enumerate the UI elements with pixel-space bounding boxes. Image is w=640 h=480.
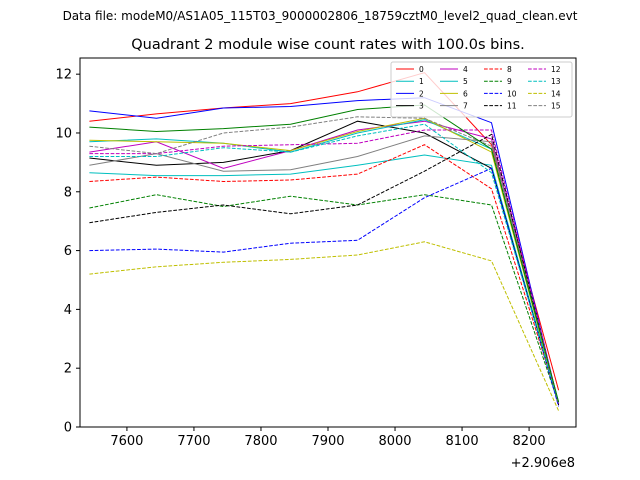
series-line-1: [89, 154, 560, 404]
series-line-5: [89, 119, 560, 403]
y-tick-label: 10: [55, 126, 72, 141]
y-tick-label: 8: [64, 185, 72, 200]
y-tick-label: 12: [55, 68, 72, 83]
legend-label-3: 3: [419, 102, 424, 111]
legend-label-2: 2: [419, 89, 424, 98]
series-line-3: [89, 120, 560, 406]
series-line-extra-16: [89, 104, 560, 403]
legend-label-10: 10: [507, 89, 517, 98]
legend-label-8: 8: [507, 65, 512, 74]
x-tick-label: 7600: [110, 434, 143, 449]
chart-title: Quadrant 2 module wise count rates with …: [131, 37, 525, 53]
legend-label-7: 7: [463, 102, 468, 111]
y-tick-label: 0: [64, 421, 72, 436]
legend-label-0: 0: [419, 65, 424, 74]
series-line-14: [89, 241, 560, 412]
x-tick-label: 7700: [177, 434, 210, 449]
series-line-10: [89, 167, 560, 407]
legend-label-5: 5: [463, 77, 468, 86]
x-tick-label: 8000: [378, 434, 411, 449]
series-line-2: [89, 97, 560, 406]
legend-label-9: 9: [507, 77, 512, 86]
legend-label-12: 12: [551, 65, 561, 74]
series-line-8: [89, 144, 560, 403]
series-line-9: [89, 194, 560, 404]
y-tick-label: 4: [64, 303, 72, 318]
legend-label-6: 6: [463, 89, 468, 98]
chart-suptitle: Data file: modeM0/AS1A05_115T03_90000028…: [63, 9, 578, 23]
y-tick-label: 6: [64, 244, 72, 259]
x-tick-label: 7900: [311, 434, 344, 449]
legend-label-13: 13: [551, 77, 561, 86]
series-line-0: [89, 72, 560, 391]
series-line-4: [89, 120, 560, 404]
legend-label-15: 15: [551, 102, 561, 111]
legend-label-11: 11: [507, 102, 517, 111]
x-tick-label: 8100: [446, 434, 479, 449]
x-tick-label: 7800: [244, 434, 277, 449]
series-line-6: [89, 117, 560, 404]
legend-box: [390, 61, 573, 118]
legend-label-14: 14: [551, 89, 561, 98]
series-line-13: [89, 123, 560, 404]
legend-label-1: 1: [419, 77, 424, 86]
legend-label-4: 4: [463, 65, 468, 74]
series-line-11: [89, 133, 560, 406]
y-tick-label: 2: [64, 362, 72, 377]
x-tick-label: 8200: [513, 434, 546, 449]
x-offset-label: +2.906e8: [511, 456, 575, 471]
